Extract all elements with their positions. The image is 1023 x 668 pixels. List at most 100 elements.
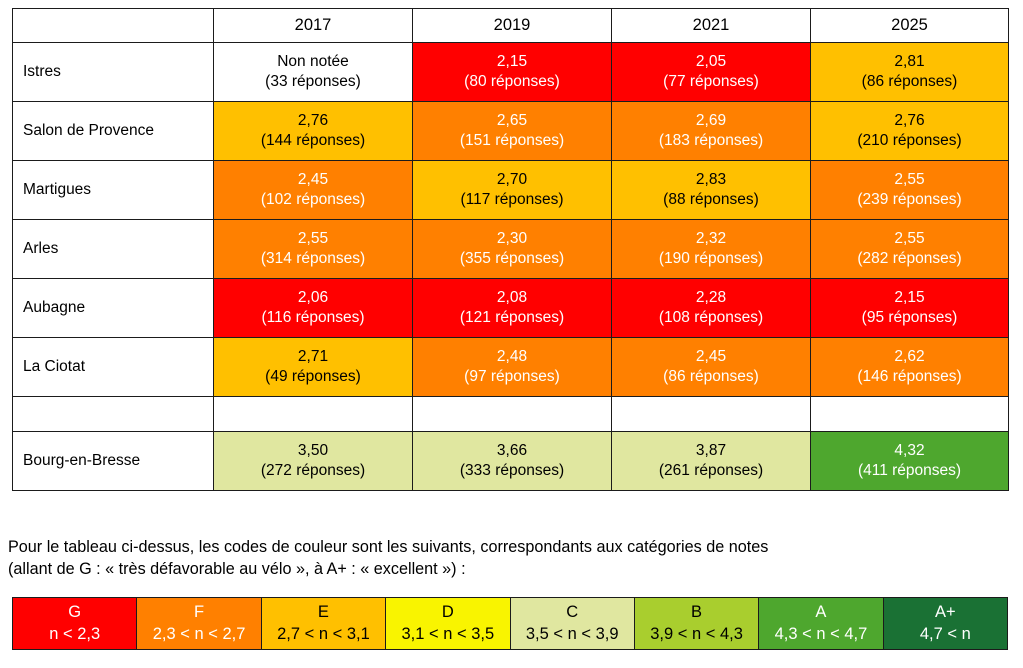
rating-cell: 2,45 (102 réponses) — [213, 160, 413, 220]
rating-cell: 3,50 (272 réponses) — [213, 431, 413, 491]
legend-grade-range: 2,7 < n < 3,1 — [277, 624, 370, 643]
rating-value: 2,15 — [496, 53, 528, 71]
rating-value: 2,83 — [695, 171, 727, 189]
legend-grade-label: D — [441, 602, 454, 621]
city-label: Istres — [12, 42, 214, 102]
legend-grade-range: 3,9 < n < 4,3 — [650, 624, 743, 643]
rating-value: 3,66 — [496, 442, 528, 460]
city-label: Salon de Provence — [12, 101, 214, 161]
response-count: (144 réponses) — [260, 132, 366, 149]
legend-grade-label: B — [691, 602, 703, 621]
response-count: (190 réponses) — [658, 250, 764, 267]
response-count: (33 réponses) — [265, 73, 361, 90]
rating-cell: 2,76 (144 réponses) — [213, 101, 413, 161]
response-count: (411 réponses) — [857, 462, 962, 479]
rating-value: 2,55 — [894, 230, 925, 248]
legend-grade-range: n < 2,3 — [49, 624, 101, 643]
rating-cell: 2,30 (355 réponses) — [412, 219, 612, 279]
legend-cell-A: A 4,3 < n < 4,7 — [758, 597, 884, 650]
legend-grade-range: 2,3 < n < 2,7 — [152, 624, 246, 643]
rating-value: 2,69 — [695, 112, 727, 130]
legend-cell-D: D 3,1 < n < 3,5 — [385, 597, 511, 650]
spacer-cell — [611, 396, 811, 432]
rating-cell: 2,76 (210 réponses) — [810, 101, 1009, 161]
response-count: (116 réponses) — [261, 309, 365, 326]
rating-value: 2,62 — [894, 348, 925, 366]
rating-value: 2,55 — [894, 171, 925, 189]
city-label: Bourg-en-Bresse — [12, 431, 214, 491]
spacer-cell — [213, 396, 413, 432]
rating-value: 2,71 — [297, 348, 329, 366]
city-row-martigues: Martigues 2,45 (102 réponses) 2,70 (117 répo… — [12, 160, 1009, 220]
legend-grade-range: 3,1 < n < 3,5 — [401, 624, 495, 643]
response-count: (261 réponses) — [658, 462, 764, 479]
city-row-aubagne: Aubagne 2,06 (116 réponses) 2,08 (121 répons… — [12, 278, 1009, 338]
response-count: (117 réponses) — [460, 191, 564, 208]
legend-cell-F: F 2,3 < n < 2,7 — [136, 597, 262, 650]
rating-cell: 2,32 (190 réponses) — [611, 219, 811, 279]
response-count: (333 réponses) — [459, 462, 565, 479]
response-count: (102 réponses) — [260, 191, 366, 208]
rating-value: 2,28 — [695, 289, 727, 307]
response-count: (80 réponses) — [464, 73, 560, 90]
rating-cell: 2,83 (88 réponses) — [611, 160, 811, 220]
legend-grade-range: 3,5 < n < 3,9 — [525, 624, 619, 643]
response-count: (49 réponses) — [265, 368, 361, 385]
rating-cell: 3,87 (261 réponses) — [611, 431, 811, 491]
rating-value: 2,81 — [894, 53, 925, 71]
rating-value: 2,55 — [297, 230, 329, 248]
spacer-row — [12, 396, 1009, 432]
legend-description-line2: (allant de G : « très défavorable au vél… — [8, 559, 466, 578]
legend-cell-B: B 3,9 < n < 4,3 — [633, 597, 760, 650]
rating-cell: Non notée (33 réponses) — [213, 42, 413, 102]
rating-cell: 2,62 (146 réponses) — [810, 337, 1009, 397]
response-count: (86 réponses) — [861, 73, 958, 90]
city-label: Martigues — [12, 160, 214, 220]
city-label: La Ciotat — [12, 337, 214, 397]
rating-value: 3,50 — [297, 442, 329, 460]
rating-cell: 2,55 (239 réponses) — [810, 160, 1009, 220]
legend-grade-label: G — [68, 602, 82, 621]
rating-cell: 2,05 (77 réponses) — [611, 42, 811, 102]
year-column-header-2017: 2017 — [213, 8, 413, 43]
rating-value: 2,45 — [297, 171, 329, 189]
rating-cell: 2,81 (86 réponses) — [810, 42, 1009, 102]
rating-cell: 2,28 (108 réponses) — [611, 278, 811, 338]
city-row-bourg-en-bresse: Bourg-en-Bresse 3,50 (272 réponses) 3,66 (33… — [12, 431, 1009, 491]
rating-value: 2,05 — [695, 53, 727, 71]
rating-value: 2,65 — [496, 112, 528, 130]
response-count: (239 réponses) — [857, 191, 962, 208]
legend-grade-label: A+ — [934, 602, 956, 621]
rating-cell: 2,15 (95 réponses) — [810, 278, 1009, 338]
year-column-header-2021: 2021 — [611, 8, 811, 43]
response-count: (121 réponses) — [459, 309, 565, 326]
city-ratings-table: 2017 2019 2021 2025 Istres Non notée (33 répo… — [12, 8, 1009, 491]
rating-value: 2,30 — [496, 230, 528, 248]
table-body: Istres Non notée (33 réponses) 2,15 (80 répo… — [12, 42, 1009, 491]
rating-cell: 4,32 (411 réponses) — [810, 431, 1009, 491]
rating-cell: 2,69 (183 réponses) — [611, 101, 811, 161]
response-count: (282 réponses) — [857, 250, 962, 267]
legend-grade-label: A — [815, 602, 827, 621]
legend-cell-C: C 3,5 < n < 3,9 — [509, 597, 635, 650]
rating-value: 2,15 — [894, 289, 925, 307]
spacer-cell — [810, 396, 1009, 432]
city-row-arles: Arles 2,55 (314 réponses) 2,30 (355 réponses… — [12, 219, 1009, 279]
response-count: (88 réponses) — [663, 191, 759, 208]
rating-cell: 2,55 (282 réponses) — [810, 219, 1009, 279]
rating-value: 2,70 — [496, 171, 528, 189]
rating-value: 2,45 — [695, 348, 727, 366]
rating-cell: 2,70 (117 réponses) — [412, 160, 612, 220]
legend-grade-label: C — [566, 602, 579, 621]
rating-cell: 2,08 (121 réponses) — [412, 278, 612, 338]
rating-value: 3,87 — [695, 442, 727, 460]
spacer-cell — [412, 396, 612, 432]
rating-cell: 2,55 (314 réponses) — [213, 219, 413, 279]
legend-description-line1: Pour le tableau ci-dessus, les codes de … — [8, 538, 769, 556]
legend-grade-label: F — [194, 602, 205, 621]
rating-value: 2,32 — [695, 230, 727, 248]
response-count: (151 réponses) — [459, 132, 565, 149]
